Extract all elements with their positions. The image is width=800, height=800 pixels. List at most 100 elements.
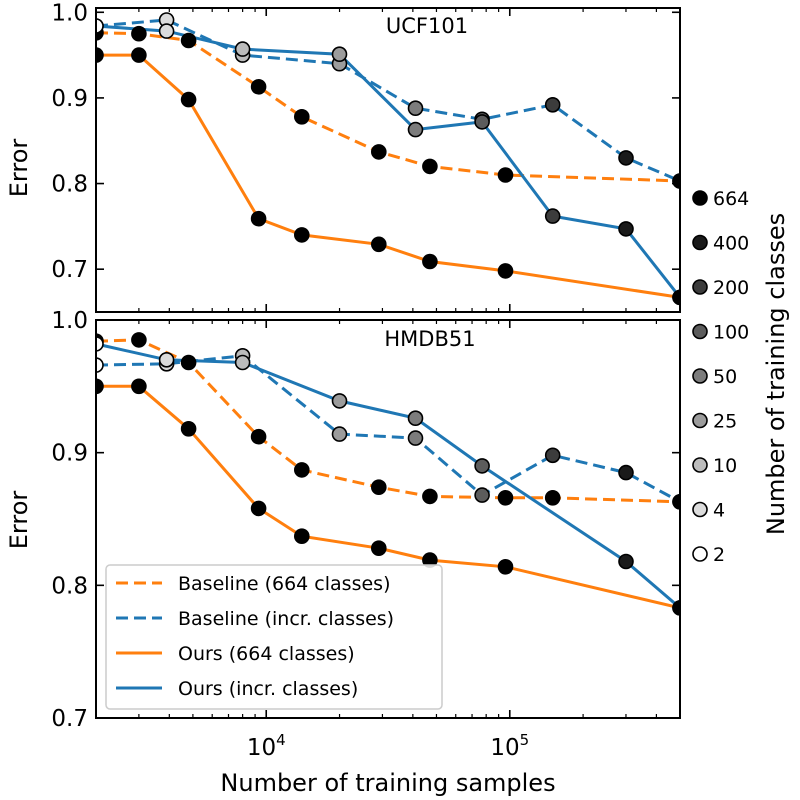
data-point <box>234 354 251 371</box>
legend-label: Baseline (664 classes) <box>178 573 390 595</box>
data-point <box>672 494 680 510</box>
y-tick-label: 1.0 <box>51 0 88 26</box>
data-point <box>618 150 634 166</box>
hmdb51-frame <box>95 319 681 719</box>
hmdb51-ylabel: Error <box>5 491 33 550</box>
class-legend-title: Number of training classes <box>762 213 790 535</box>
data-point <box>158 351 175 368</box>
series-legend: Baseline (664 classes) Baseline (incr. cl… <box>105 564 443 710</box>
data-point <box>293 109 310 125</box>
data-point <box>131 378 147 395</box>
data-point <box>618 553 634 570</box>
data-point <box>131 332 147 348</box>
data-point <box>407 430 424 446</box>
class-legend-label: 4 <box>713 500 725 522</box>
x-axis-label: Number of training samples <box>220 769 555 797</box>
data-point <box>131 47 147 63</box>
data-point <box>370 479 387 496</box>
data-point <box>250 500 267 517</box>
data-point <box>250 428 267 445</box>
ucf101-ticks: 1.0 0.9 0.8 0.7 <box>51 0 680 312</box>
data-point <box>422 488 438 505</box>
data-point <box>158 23 175 39</box>
ucf101-ylabel: Error <box>5 139 33 198</box>
class-legend-marker <box>692 279 708 295</box>
data-point <box>96 18 104 34</box>
data-point <box>180 354 197 371</box>
class-legend-label: 50 <box>713 366 737 388</box>
data-point <box>370 236 387 253</box>
data-point <box>180 91 197 108</box>
data-point <box>331 393 348 409</box>
class-legend-marker <box>692 234 708 251</box>
data-point <box>474 458 490 474</box>
ucf101-panel: 1.0 0.9 0.8 0.7 UCF101 Error <box>5 0 681 313</box>
class-legend-marker <box>692 368 708 384</box>
data-point <box>474 487 490 503</box>
data-point <box>474 114 490 130</box>
hmdb51-title: HMDB51 <box>384 327 475 351</box>
data-point <box>131 25 147 42</box>
class-legend-marker <box>692 457 708 473</box>
ucf101-title: UCF101 <box>386 14 468 38</box>
series-line <box>96 342 680 610</box>
y-tick-label: 0.9 <box>51 441 88 467</box>
data-point <box>250 79 267 95</box>
class-legend-marker <box>692 412 708 429</box>
class-legend-label: 400 <box>713 233 749 255</box>
data-point <box>250 210 267 227</box>
data-point <box>96 336 104 352</box>
class-legend-marker <box>692 323 708 340</box>
data-point <box>293 227 310 243</box>
data-point <box>407 100 424 116</box>
y-tick-label: 0.7 <box>51 706 88 732</box>
data-point <box>180 420 197 437</box>
class-legend-label: 664 <box>713 188 749 210</box>
data-point <box>544 208 561 224</box>
hmdb51-series <box>96 332 680 616</box>
data-point <box>331 426 348 442</box>
class-legend-label: 200 <box>713 277 749 299</box>
marker-layer <box>96 332 680 616</box>
data-point <box>544 97 561 113</box>
data-point <box>422 158 438 175</box>
data-point <box>672 173 680 189</box>
data-point <box>331 46 348 63</box>
data-point <box>180 32 197 49</box>
hmdb51-panel: 1.0 0.9 0.8 0.7 HMDB51 Error <box>5 308 681 732</box>
data-point <box>618 464 634 481</box>
data-point <box>497 263 514 279</box>
series-line <box>96 18 680 183</box>
series-line <box>96 31 680 183</box>
data-point <box>234 41 251 57</box>
legend-label: Baseline (incr. classes) <box>178 608 394 630</box>
data-point <box>96 378 104 395</box>
class-legend-label: 2 <box>713 544 725 566</box>
data-point <box>293 462 310 478</box>
data-point <box>497 167 514 183</box>
data-point <box>96 357 104 373</box>
legend-label: Ours (664 classes) <box>178 643 355 665</box>
hmdb51-ticks: 1.0 0.9 0.8 0.7 <box>51 308 680 732</box>
data-point <box>544 489 561 506</box>
legend-label: Ours (incr. classes) <box>178 678 358 700</box>
y-tick-label: 0.7 <box>51 257 88 283</box>
marker-layer <box>96 12 680 306</box>
class-legend-marker <box>692 546 708 562</box>
class-legend-marker <box>692 501 708 518</box>
data-point <box>293 528 310 545</box>
data-point <box>407 410 424 427</box>
data-point <box>497 489 514 506</box>
data-point <box>672 600 680 616</box>
ucf101-series <box>96 12 680 306</box>
class-legend-marker <box>692 190 708 206</box>
data-point <box>544 447 561 464</box>
y-tick-label: 0.8 <box>51 172 88 198</box>
data-point <box>618 221 634 237</box>
y-tick-label: 0.9 <box>51 86 88 112</box>
class-count-legend: 664 400 200 100 50 25 10 4 2 <box>692 188 749 566</box>
class-legend-label: 100 <box>713 322 749 344</box>
class-legend-label: 25 <box>713 411 737 433</box>
class-legend-label: 10 <box>713 455 737 477</box>
